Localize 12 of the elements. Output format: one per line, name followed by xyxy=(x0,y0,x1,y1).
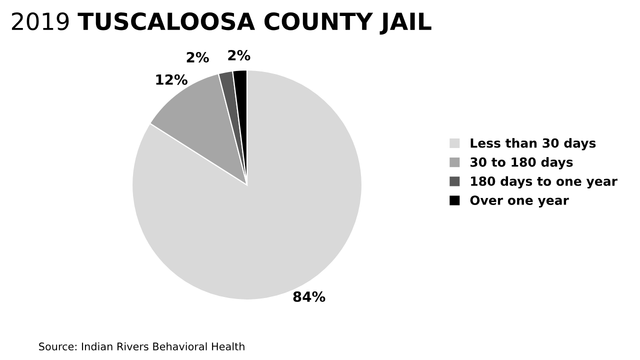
source-note: Source: Indian Rivers Behavioral Health xyxy=(39,342,244,350)
pie-slice xyxy=(149,73,248,186)
chart-title: 2019 TUSCALOOSA COUNTY JAIL xyxy=(12,12,432,35)
data-label: 2% xyxy=(186,52,209,63)
pie-slice xyxy=(131,69,363,301)
legend-label: 180 days to one year xyxy=(471,176,618,188)
legend-label: 30 to 180 days xyxy=(470,157,573,170)
data-label: 2% xyxy=(228,50,250,60)
legend-label: Over one year xyxy=(470,196,569,208)
data-label: 12% xyxy=(156,74,188,85)
data-label: 84% xyxy=(293,291,326,302)
legend-label: Less than 30 days xyxy=(470,138,596,150)
